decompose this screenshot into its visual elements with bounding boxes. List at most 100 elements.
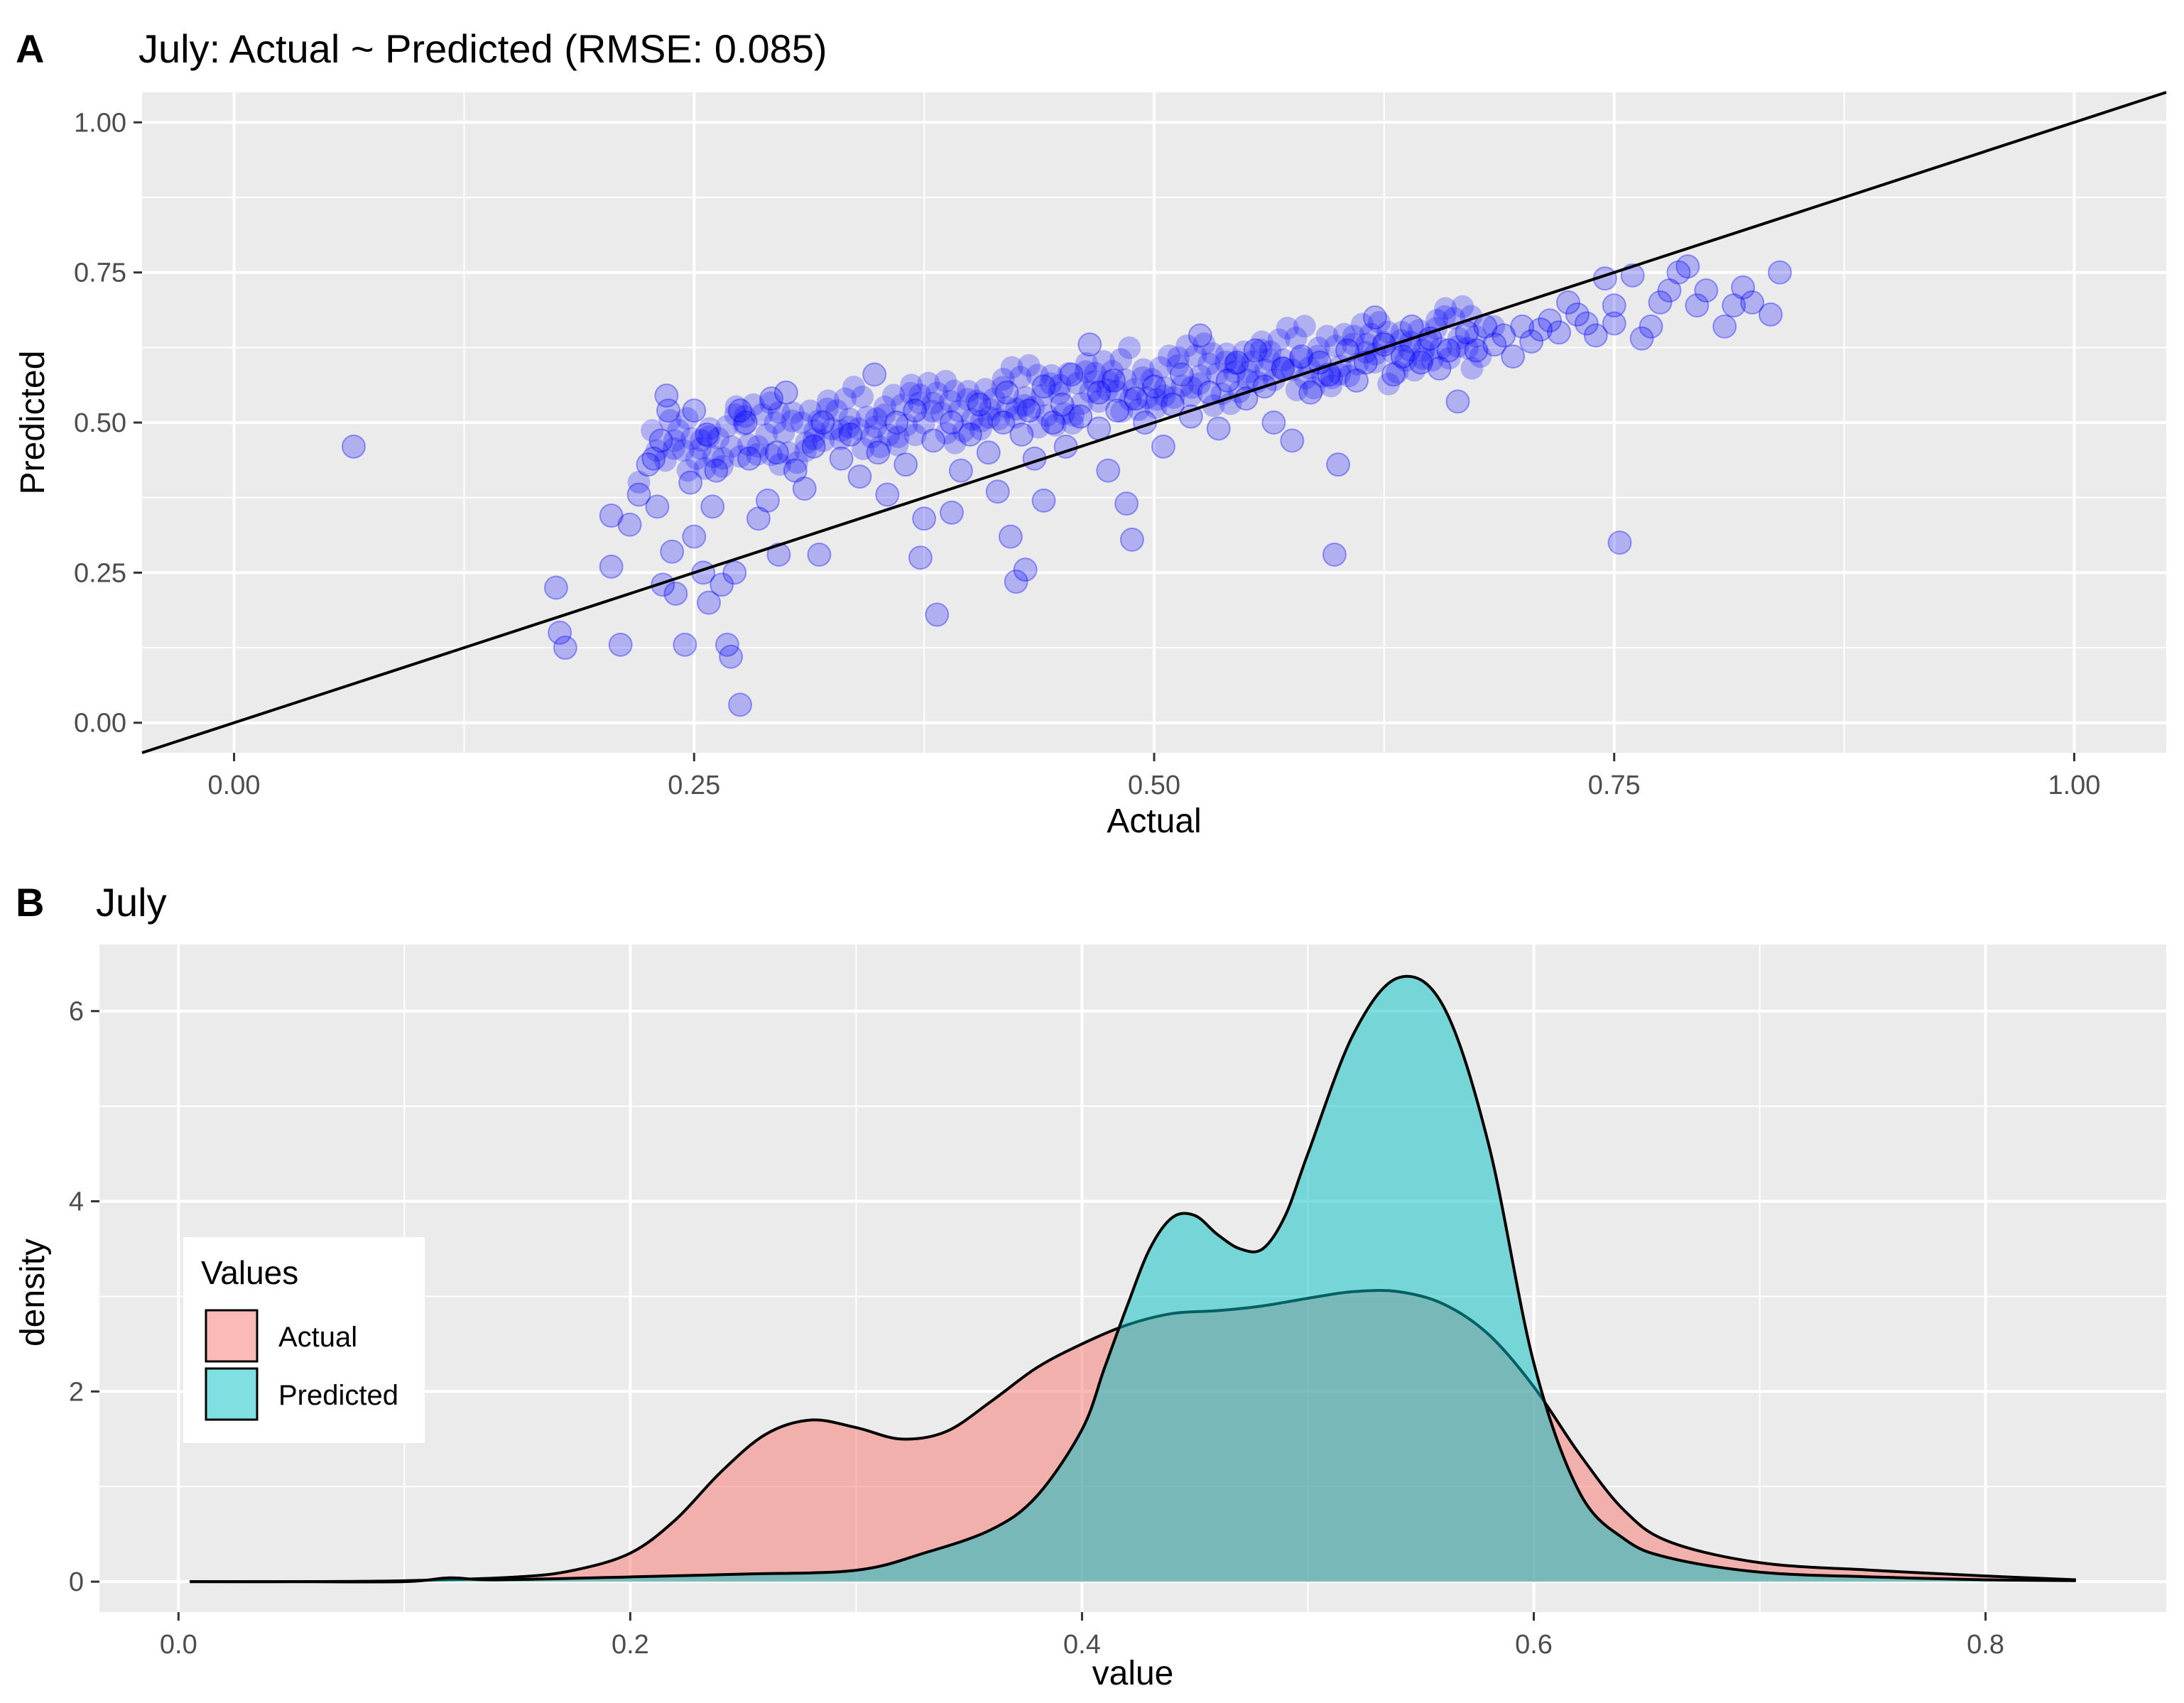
legend-label-predicted: Predicted [278,1380,398,1411]
scatter-point [1320,366,1344,390]
scatter-point [1148,356,1172,379]
scatter-point [1344,368,1369,393]
scatter-point [1565,302,1590,327]
scatter-point [991,410,1016,435]
scatter-point [1267,328,1291,352]
scatter-point [1758,302,1783,327]
scatter-point [994,380,1019,405]
panel-b: B July 0.0 0.2 0.4 0.6 0.8 0 2 4 6 value densit… [14,880,2166,1692]
scatter-point [1377,372,1401,396]
scatter-point [599,504,624,528]
scatter-point [651,572,675,597]
scatter-point [1407,319,1430,342]
scatter-point [1583,323,1608,348]
scatter-point [1035,403,1058,427]
scatter-point [704,458,729,483]
scatter-point [653,449,677,472]
legend-key-predicted [205,1367,259,1421]
panel-a-y-axis-title: Predicted [14,351,52,495]
panel-a-y-ticks: 0.00 0.25 0.50 0.75 1.00 [74,108,142,739]
scatter-point [996,396,1019,419]
scatter-point [710,455,734,478]
scatter-point [1109,348,1133,371]
scatter-point [1061,412,1085,435]
scatter-point [1501,344,1526,369]
scatter-point [1657,278,1682,303]
scatter-point [1429,337,1452,360]
scatter-point [1167,346,1190,369]
scatter-point [1261,410,1286,435]
scatter-point [1062,403,1085,427]
scatter-point [893,452,918,477]
scatter-point [866,440,891,465]
scatter-point [732,413,756,436]
scatter-point [977,406,1001,429]
scatter-point [920,400,944,423]
x-tick-label: 0.00 [208,771,261,800]
scatter-point [1092,350,1115,374]
scatter-point [1065,371,1089,395]
scatter-point [715,415,739,438]
scatter-point [998,524,1023,549]
scatter-point [1328,362,1352,386]
scatter-point [1250,330,1273,354]
scatter-point [1350,312,1374,336]
panel-a-points [341,254,1792,717]
scatter-point [1105,380,1129,403]
scatter-point [695,422,719,447]
y-tick-label: 6 [69,997,84,1027]
scatter-point [641,446,666,471]
scatter-point [1249,338,1273,361]
scatter-point [860,425,884,449]
scatter-point [660,539,685,564]
scatter-point [829,427,852,450]
scatter-point [795,431,818,455]
scatter-point [733,405,756,428]
y-tick-label: 4 [69,1187,84,1217]
scatter-point [1097,370,1120,393]
scatter-point [1079,380,1102,403]
scatter-point [1031,488,1056,513]
scatter-point [1127,398,1151,421]
scatter-point [812,429,835,452]
scatter-point [1315,325,1339,348]
scatter-point [884,410,909,435]
scatter-point [992,367,1015,391]
scatter-point [803,428,826,451]
scatter-point [1307,337,1330,360]
scatter-point [1390,320,1413,344]
scatter-point [1162,386,1185,409]
x-tick-label: 0.4 [1063,1630,1101,1660]
scatter-point [1722,293,1746,318]
scatter-point [1040,364,1063,387]
scatter-point [764,440,789,465]
scatter-point [1205,362,1229,386]
scatter-point [1188,364,1212,388]
scatter-point [1433,305,1457,328]
scatter-point [1005,398,1028,421]
scatter-point [1105,398,1130,423]
scatter-point [1482,332,1507,357]
scatter-point [891,393,914,417]
scatter-point [1271,357,1295,380]
scatter-point [798,399,822,423]
scatter-point [852,437,875,461]
legend-key-actual [205,1309,259,1363]
scatter-point [1390,344,1415,369]
scatter-point [912,506,937,531]
scatter-point [773,380,798,405]
scatter-point [1445,389,1470,414]
scatter-point [1224,350,1249,375]
x-tick-label: 1.00 [2048,771,2100,800]
scatter-point [1427,356,1452,381]
x-tick-label: 0.2 [612,1630,649,1660]
scatter-point [1140,368,1163,391]
panel-b-density-areas [190,974,2076,1584]
scatter-point [1289,344,1314,369]
scatter-point [1201,342,1224,366]
scatter-point [1436,338,1461,363]
scatter-point [1119,388,1142,411]
scatter-point [1308,350,1332,375]
scatter-point [974,378,997,401]
x-tick-label: 0.0 [160,1630,197,1660]
